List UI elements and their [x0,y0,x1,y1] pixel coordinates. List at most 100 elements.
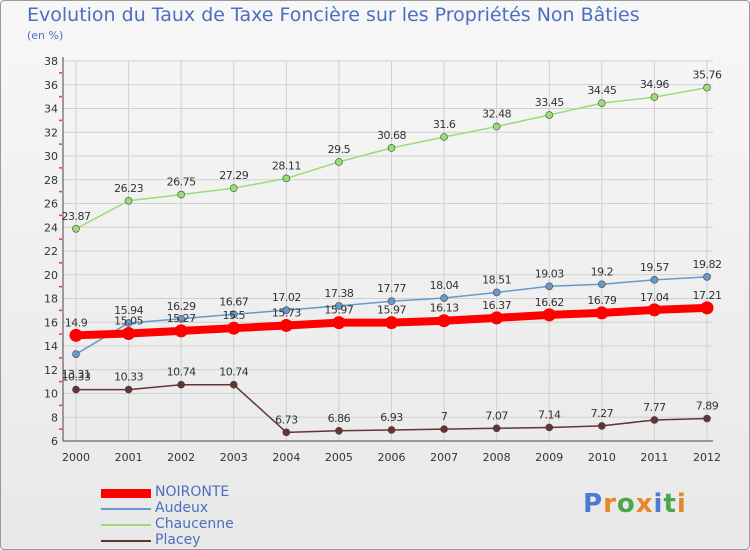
x-tick-label: 2008 [483,451,511,464]
y-tick-label: 8 [51,411,58,424]
data-point-audeux [703,273,711,281]
data-label: 26.75 [167,176,196,189]
proxiti-logo: Proxiti [583,489,687,519]
data-label: 19.03 [535,267,564,280]
data-label: 6.93 [380,411,403,424]
data-point-chaucenne [545,111,554,119]
data-point-noironte [700,301,714,315]
data-label: 15.73 [272,306,301,319]
x-tick-label: 2010 [588,451,616,464]
data-label: 15.27 [167,312,196,325]
y-tick-label: 20 [44,269,58,282]
x-tick-label: 2007 [430,451,458,464]
x-tick-label: 2012 [693,451,721,464]
data-point-audeux [229,310,238,319]
data-point-audeux [598,280,606,289]
data-point-audeux [650,276,659,284]
data-label: 7.27 [591,407,614,420]
y-tick-label: 16 [44,316,58,329]
data-label: 18.51 [482,273,511,286]
y-tick-label: 24 [44,221,58,234]
data-label: 17.21 [693,289,722,302]
data-label: 16.79 [587,294,616,307]
data-label: 18.04 [430,279,459,292]
data-point-noironte [542,308,556,322]
logo-letter: o [616,489,636,519]
y-tick-label: 30 [44,150,58,163]
data-point-chaucenne [177,190,185,199]
y-tick-label: 34 [44,103,58,116]
data-point-noironte [437,314,451,328]
legend-label-chaucenne: Chaucenne [155,516,234,532]
axes: 6 8 10 12 14 16 18 20 22 24 26 28 30 32 34 36 38 2000 2001… [44,55,721,464]
data-label: 35.76 [693,69,722,82]
data-point-noironte [490,311,504,325]
data-label: 19.82 [693,258,722,271]
data-label: 19.57 [640,261,669,274]
logo-letter: r [603,489,617,519]
data-point-chaucenne [387,144,396,152]
data-point-placey [177,380,185,389]
data-label: 7.89 [696,400,719,413]
data-label: 17.02 [272,291,301,304]
data-label: 16.62 [535,296,564,309]
x-tick-label: 2004 [272,451,300,464]
y-tick-label: 10 [44,388,58,401]
data-point-noironte [227,321,241,335]
data-point-chaucenne [229,184,238,192]
x-tick-label: 2011 [640,451,668,464]
legend-swatch-placey [101,540,151,542]
y-tick-label: 36 [44,79,58,92]
data-point-chaucenne [703,83,711,92]
logo-letter: P [583,489,604,519]
data-label: 7.07 [485,409,508,422]
data-point-chaucenne [72,224,80,233]
data-point-placey [703,414,711,423]
data-label: 23.87 [62,210,91,223]
data-point-audeux [282,306,291,314]
chart-title: Evolution du Taux de Taxe Foncière sur l… [27,4,640,26]
data-label: 15.05 [114,315,143,328]
data-point-placey [650,416,659,424]
y-tick-label: 38 [44,55,58,68]
legend-label-audeux: Audeux [155,500,209,516]
chart-subtitle: (en %) [27,29,64,42]
data-point-chaucenne [282,174,291,183]
series [69,83,714,437]
data-label: 29.5 [328,143,351,156]
data-point-placey [282,428,291,437]
data-label: 17.77 [377,282,406,295]
data-label: 26.23 [114,182,143,195]
data-point-audeux [545,282,554,291]
data-label: 17.04 [640,291,669,304]
data-point-noironte [647,303,661,317]
data-label: 16.67 [219,295,248,308]
data-label: 16.13 [430,302,459,315]
data-point-noironte [69,328,83,342]
data-point-placey [124,385,133,394]
data-point-noironte [385,316,398,330]
data-point-placey [72,385,80,394]
data-label: 16.29 [167,300,196,313]
y-tick-label: 18 [44,293,58,306]
data-label: 32.48 [482,108,511,121]
legend-label-placey: Placey [155,532,201,548]
data-point-audeux [492,288,501,297]
legend-swatch-audeux [101,508,151,510]
data-label: 15.5 [223,309,246,322]
y-tick-label: 6 [51,435,58,448]
data-label: 33.45 [535,96,564,109]
data-label: 19.2 [591,265,614,278]
y-tick-label: 12 [44,364,58,377]
data-label: 34.45 [587,84,616,97]
data-label: 15.94 [114,304,143,317]
data-label: 6.86 [328,412,351,425]
data-label: 10.33 [114,371,143,384]
data-point-audeux [440,294,448,302]
data-label: 14.9 [65,316,88,329]
y-tick-label: 26 [44,198,58,211]
grid [63,60,713,442]
data-label: 10.74 [167,366,196,379]
